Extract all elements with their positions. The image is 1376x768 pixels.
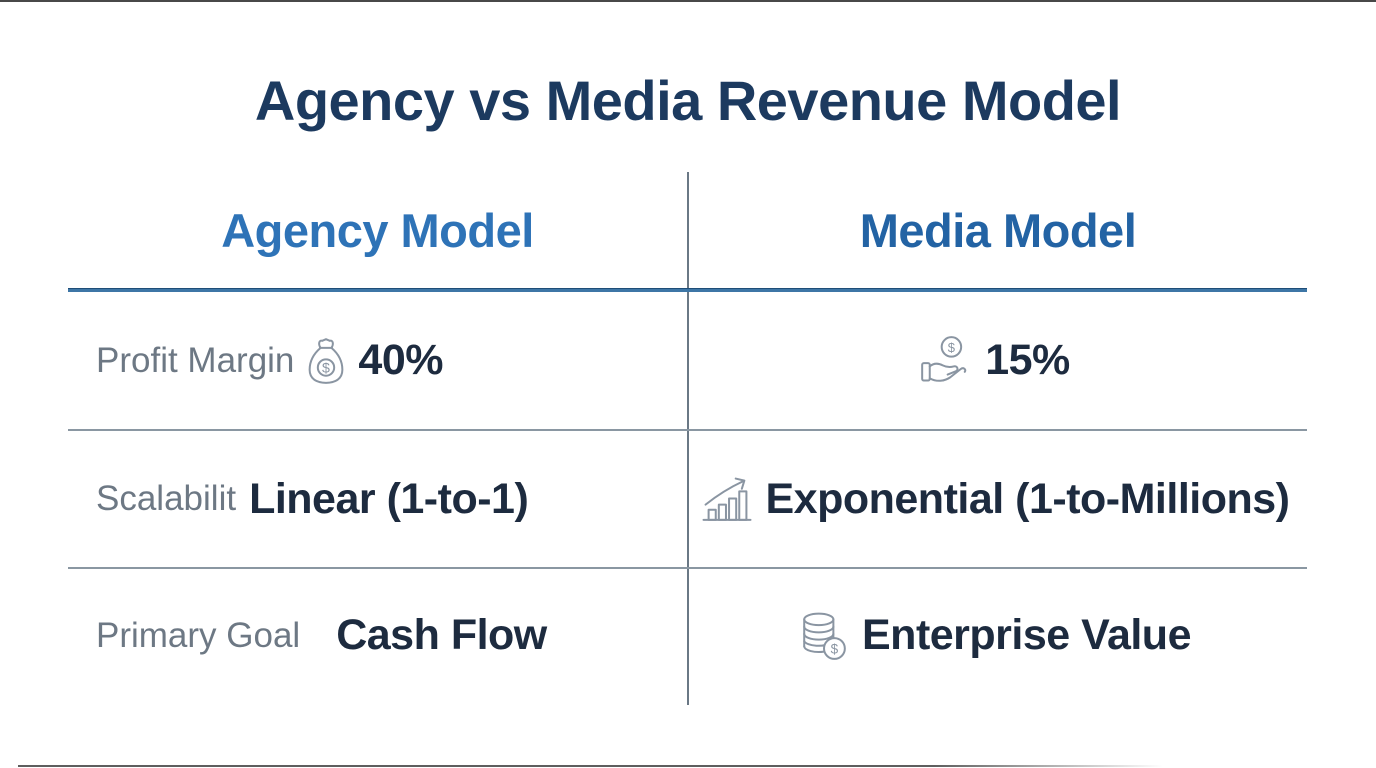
agency-model-header-label: Agency Model bbox=[221, 203, 534, 257]
column-header-agency: Agency Model bbox=[68, 172, 687, 288]
header-underline bbox=[68, 288, 1307, 292]
row-label-profit-margin: Profit Margin bbox=[96, 340, 295, 380]
comparison-table: Agency Model Media Model Profit Margin $… bbox=[68, 172, 1307, 705]
bottom-border bbox=[18, 765, 1163, 767]
media-model-header-label: Media Model bbox=[859, 203, 1137, 257]
column-divider bbox=[687, 172, 689, 705]
growth-chart-icon bbox=[701, 476, 753, 523]
table-row-profit-agency-cell: Profit Margin $ 40% bbox=[68, 292, 687, 429]
column-header-media: Media Model bbox=[689, 172, 1307, 288]
svg-text:$: $ bbox=[948, 339, 956, 354]
top-border bbox=[0, 0, 1376, 2]
hand-coin-icon: $ bbox=[920, 335, 972, 387]
agency-scalability-value: Linear (1-to-1) bbox=[249, 474, 529, 523]
row-separator-2 bbox=[68, 567, 1307, 569]
money-bag-icon: $ bbox=[307, 337, 345, 385]
svg-text:$: $ bbox=[831, 641, 839, 656]
row-separator-1 bbox=[68, 429, 1307, 431]
media-scalability-value: Exponential (1-to-Millions) bbox=[765, 474, 1290, 523]
table-row-scalability-media-cell: Exponential (1-to-Millions) bbox=[689, 431, 1307, 567]
media-profit-margin-value: 15% bbox=[985, 336, 1070, 384]
row-label-scalability: Scalabilit bbox=[96, 479, 237, 518]
agency-profit-margin-value: 40% bbox=[358, 336, 443, 384]
coin-stack-icon: $ bbox=[799, 611, 849, 661]
media-primary-goal-value: Enterprise Value bbox=[862, 611, 1192, 659]
page-title: Agency vs Media Revenue Model bbox=[254, 69, 1122, 132]
table-row-profit-media-cell: $ 15% bbox=[689, 292, 1307, 429]
row-label-primary-goal: Primary Goal bbox=[96, 615, 301, 655]
table-row-scalability-agency-cell: Scalabilit Linear (1-to-1) bbox=[68, 431, 687, 567]
svg-text:$: $ bbox=[322, 360, 330, 376]
table-row-goal-agency-cell: Primary Goal Cash Flow bbox=[68, 569, 687, 702]
agency-primary-goal-value: Cash Flow bbox=[336, 611, 547, 659]
table-row-goal-media-cell: $ Enterprise Value bbox=[689, 569, 1307, 702]
